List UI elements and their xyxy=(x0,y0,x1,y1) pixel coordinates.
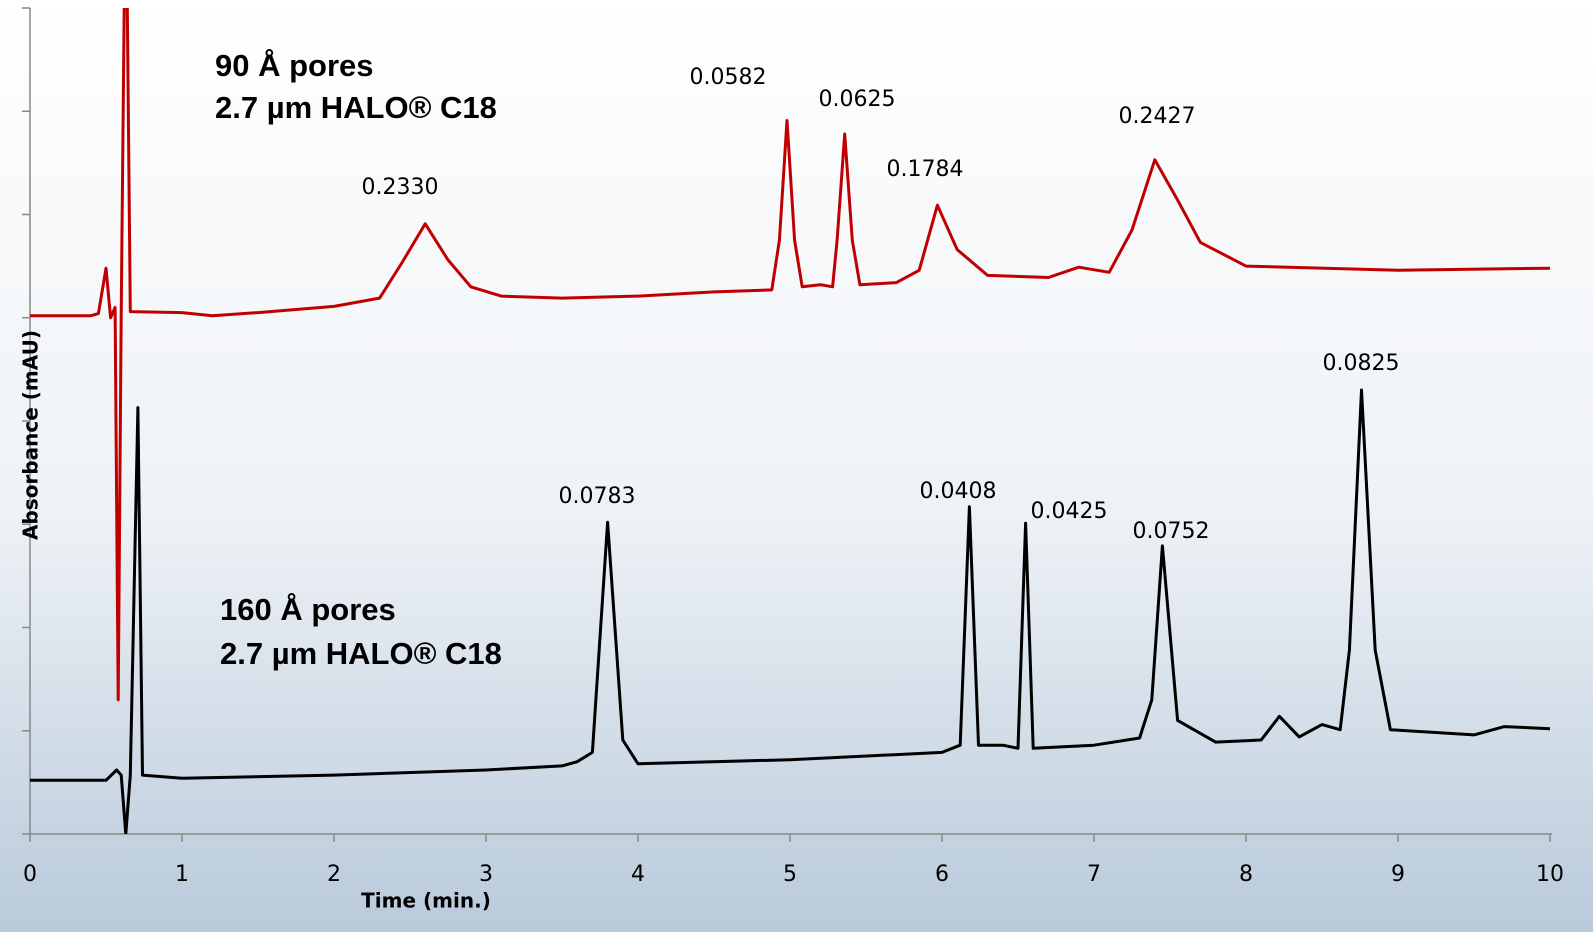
peak-label: 0.0425 xyxy=(1031,499,1108,524)
traces xyxy=(30,8,1551,834)
series-label: 90 Å pores xyxy=(215,48,374,83)
peak-label: 0.2427 xyxy=(1119,104,1196,129)
x-tick-label: 7 xyxy=(1087,862,1101,887)
x-tick-label: 8 xyxy=(1239,862,1253,887)
x-tick-label: 0 xyxy=(23,862,37,887)
peak-label: 0.2330 xyxy=(362,175,439,200)
peak-label: 0.0752 xyxy=(1133,519,1210,544)
x-tick-label: 1 xyxy=(175,862,189,887)
x-axis-label: Time (min.) xyxy=(361,889,491,913)
peak-label: 0.0783 xyxy=(559,484,636,509)
y-axis-label: Absorbance (mAU) xyxy=(19,330,43,540)
x-tick-label: 10 xyxy=(1536,862,1564,887)
peak-label: 0.0582 xyxy=(690,65,767,90)
series-label: 160 Å pores xyxy=(220,592,396,627)
x-tick-label: 5 xyxy=(783,862,797,887)
x-tick-label: 6 xyxy=(935,862,949,887)
peak-label: 0.0408 xyxy=(920,479,997,504)
x-tick-label: 3 xyxy=(479,862,493,887)
trace xyxy=(30,388,1551,834)
peak-label: 0.0625 xyxy=(819,87,896,112)
series-label: 2.7 µm HALO® C18 xyxy=(220,636,502,671)
peak-label: 0.1784 xyxy=(887,157,964,182)
x-tick-label: 2 xyxy=(327,862,341,887)
peak-label: 0.0825 xyxy=(1323,351,1400,376)
series-label: 2.7 µm HALO® C18 xyxy=(215,90,497,125)
x-tick-label: 9 xyxy=(1391,862,1405,887)
trace xyxy=(30,8,1551,702)
x-tick-label: 4 xyxy=(631,862,645,887)
